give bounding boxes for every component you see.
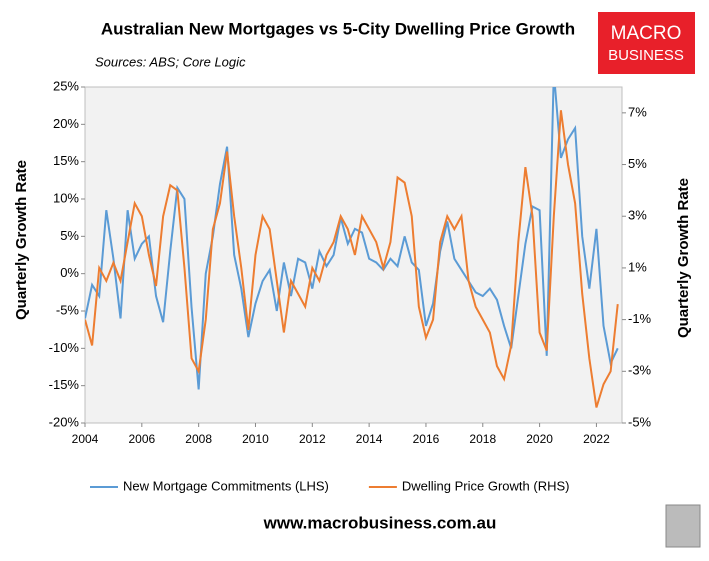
legend-label: New Mortgage Commitments (LHS)	[123, 478, 329, 493]
logo-box	[598, 12, 695, 74]
series-line	[85, 87, 619, 390]
x-tick-label: 2018	[469, 432, 496, 446]
x-tick-label: 2020	[526, 432, 553, 446]
y-tick-label: 0%	[60, 265, 79, 280]
logo-text: MACRO	[611, 23, 682, 44]
legend-label: Dwelling Price Growth (RHS)	[402, 478, 570, 493]
subtitle: Sources: ABS; Core Logic	[95, 54, 246, 69]
x-tick-label: 2006	[128, 432, 155, 446]
x-tick-label: 2004	[72, 432, 99, 446]
y-tick-label: 5%	[60, 228, 79, 243]
plot-area	[84, 86, 623, 424]
y-tick-label: 15%	[53, 153, 79, 168]
y-tick-label: 10%	[53, 190, 79, 205]
y2-tick-label: -5%	[628, 414, 652, 429]
lines	[85, 87, 619, 408]
y-tick-label: 25%	[53, 78, 79, 93]
y-axis-label: Quarterly Growth Rate	[13, 160, 30, 320]
website: www.macrobusiness.com.au	[263, 513, 497, 532]
wolf-icon	[665, 504, 701, 548]
logo-text: BUSINESS	[608, 47, 684, 64]
x-tick-label: 2014	[356, 432, 383, 446]
y2-tick-label: 1%	[628, 259, 647, 274]
y2-tick-label: 5%	[628, 156, 647, 171]
y-tick-label: -10%	[49, 340, 80, 355]
x-tick-label: 2010	[242, 432, 269, 446]
chart-title: Australian New Mortgages vs 5-City Dwell…	[101, 19, 575, 38]
y2-tick-label: 7%	[628, 104, 647, 119]
y-tick-label: 20%	[53, 116, 79, 131]
x-tick-label: 2016	[413, 432, 440, 446]
x-tick-label: 2012	[299, 432, 326, 446]
series-line	[85, 110, 619, 408]
x-tick-label: 2022	[583, 432, 610, 446]
y-tick-label: -15%	[49, 377, 80, 392]
y-tick-label: -20%	[49, 414, 80, 429]
y2-tick-label: -1%	[628, 311, 652, 326]
y2-tick-label: 3%	[628, 208, 647, 223]
x-tick-label: 2008	[185, 432, 212, 446]
y2-axis-label: Quarterly Growth Rate	[675, 178, 692, 338]
y-tick-label: -5%	[56, 302, 80, 317]
y2-tick-label: -3%	[628, 363, 652, 378]
